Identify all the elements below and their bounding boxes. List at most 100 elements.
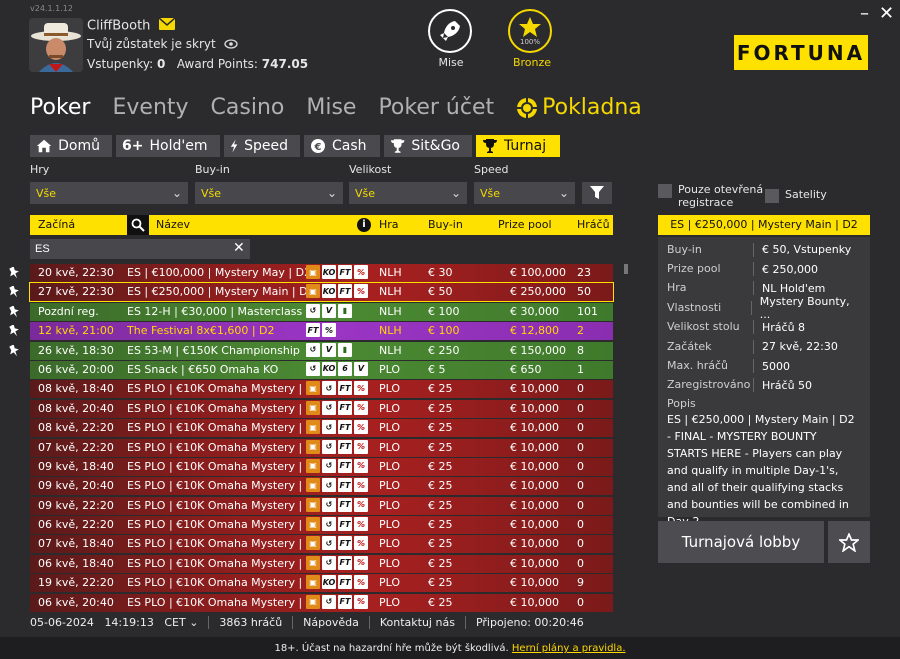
detail-row: Max. hráčů 5000	[667, 356, 861, 375]
tournament-lobby-button[interactable]: Turnajová lobby	[658, 521, 824, 563]
freezeout-icon: FT	[338, 458, 352, 473]
table-row[interactable]: 08 kvě, 20:40 ES PLO | €10K Omaha Mystery…	[30, 399, 613, 418]
tab-label: Domů	[58, 138, 100, 154]
favorite-button[interactable]	[828, 521, 870, 563]
table-row[interactable]: 09 kvě, 18:40 ES PLO | €10K Omaha Mystery…	[30, 457, 613, 476]
table-row[interactable]: 06 kvě, 18:40 ES PLO | €10K Omaha Mystery…	[30, 554, 613, 573]
row-name: ES PLO | €10K Omaha Mystery | D1	[127, 498, 307, 512]
detail-row: Zaregistrováno Hráčů 50	[667, 376, 861, 395]
table-row[interactable]: 20 kvě, 22:30 ES | €100,000 | Mystery May…	[30, 264, 613, 282]
row-name: ES PLO | €10K Omaha Mystery | D1	[127, 382, 307, 396]
tab-holdem[interactable]: 6+ Hold'em	[116, 135, 220, 157]
row-icons: ▣ ↺ FT%	[306, 555, 368, 570]
search-icon[interactable]	[127, 215, 149, 235]
minimize-button[interactable]: –	[860, 3, 869, 24]
table-row[interactable]: 07 kvě, 22:20 ES PLO | €10K Omaha Mystery…	[30, 438, 613, 457]
mission-badge[interactable]: Mise	[428, 9, 474, 69]
filter-speed-select[interactable]: Vše ⌄	[474, 182, 575, 204]
pin-icon[interactable]	[8, 266, 20, 286]
info-icon[interactable]: i	[357, 218, 371, 232]
table-row[interactable]: 09 kvě, 22:20 ES PLO | €10K Omaha Mystery…	[30, 496, 613, 515]
satellite-checkbox[interactable]: Satelity	[765, 188, 827, 203]
nav-poker-ucet[interactable]: Poker účet	[378, 95, 495, 120]
scrollbar[interactable]	[624, 264, 628, 274]
row-name: ES PLO | €10K Omaha Mystery | D1	[127, 459, 307, 473]
nav-pokladna[interactable]: Pokladna	[516, 95, 642, 120]
row-game: PLO	[379, 459, 401, 473]
table-row[interactable]: 06 kvě, 22:20 ES PLO | €10K Omaha Mystery…	[30, 516, 613, 535]
row-game: NLH	[379, 343, 402, 357]
mail-icon[interactable]	[158, 17, 176, 34]
row-icons: ▣ ↺ FT%	[306, 439, 368, 454]
tab-cash[interactable]: € Cash	[304, 135, 380, 157]
row-icons: ↺ KO 6 V	[306, 361, 368, 376]
row-start: 09 kvě, 18:40	[38, 459, 114, 473]
checkbox-box	[658, 184, 672, 198]
col-prize[interactable]: Prize pool	[498, 218, 552, 231]
tab-speed[interactable]: Speed	[224, 135, 300, 157]
pin-icon[interactable]	[8, 343, 20, 364]
footer: 18+. Účast na hazardní hře může být škod…	[0, 637, 900, 659]
row-start: 06 kvě, 18:40	[38, 556, 114, 570]
tab-label: Sit&Go	[411, 138, 460, 154]
filter-button[interactable]	[582, 182, 612, 204]
table-row[interactable]: 19 kvě, 22:20 ES PLO | €10K Omaha Mystery…	[30, 574, 613, 593]
row-icons: ▣ ↺ FT%	[306, 420, 368, 435]
table-row[interactable]: 09 kvě, 20:40 ES PLO | €10K Omaha Mystery…	[30, 477, 613, 496]
row-players: 8	[577, 343, 584, 357]
eye-icon[interactable]	[223, 38, 238, 52]
table-row[interactable]: 12 kvě, 21:00 The Festival 8x€1,600 | D2 F…	[30, 322, 613, 341]
tab-sitgo[interactable]: Sit&Go	[384, 135, 472, 157]
tab-turnaj[interactable]: Turnaj	[476, 135, 560, 157]
tab-domu[interactable]: Domů	[30, 135, 112, 157]
row-game: PLO	[379, 537, 401, 551]
filter-games-select[interactable]: Vše ⌄	[30, 182, 188, 204]
nav-poker[interactable]: Poker	[30, 95, 91, 120]
chevron-down-icon[interactable]: ⌄	[189, 616, 199, 629]
status-timezone[interactable]: CET	[164, 616, 186, 629]
avatar[interactable]	[29, 18, 83, 72]
row-players: 2	[577, 324, 584, 338]
nav-casino[interactable]: Casino	[210, 95, 285, 120]
help-link[interactable]: Nápověda	[292, 616, 369, 629]
filter-size-select[interactable]: Vše ⌄	[349, 182, 467, 204]
table-row[interactable]: 27 kvě, 22:30 ES | €250,000 | Mystery Mai…	[29, 282, 614, 303]
row-game: PLO	[379, 498, 401, 512]
col-buyin[interactable]: Buy-in	[428, 218, 463, 231]
col-name[interactable]: Název	[156, 218, 191, 231]
pin-icon[interactable]	[8, 285, 20, 305]
rebuy-icon: ↺	[322, 536, 336, 551]
table-row[interactable]: 07 kvě, 18:40 ES PLO | €10K Omaha Mystery…	[30, 535, 613, 554]
rules-link[interactable]: Herní plány a pravidla.	[511, 643, 626, 654]
table-row[interactable]: 08 kvě, 18:40 ES PLO | €10K Omaha Mystery…	[30, 380, 613, 399]
close-button[interactable]: ✕	[879, 3, 895, 24]
row-game: NLH	[379, 266, 402, 279]
row-players: 50	[577, 285, 591, 299]
bronze-badge[interactable]: 100% Bronze	[508, 9, 556, 69]
table-row[interactable]: 06 kvě, 20:00 ES Snack | €650 Omaha KO ↺ KO…	[30, 360, 613, 379]
table-row[interactable]: 26 kvě, 18:30 ES 53-M | €150K Championshi…	[30, 341, 613, 360]
filter-buyin-select[interactable]: Vše ⌄	[195, 182, 343, 204]
chevron-down-icon: ⌄	[450, 186, 461, 200]
detail-row: Vlastnosti Mystery Bounty, ...	[667, 295, 861, 321]
pin-icon[interactable]	[8, 305, 20, 325]
detail-key: Hra	[667, 281, 754, 296]
nav-mise[interactable]: Mise	[306, 95, 357, 120]
table-row[interactable]: Pozdní reg. ES 12-H | €30,000 | Mastercla…	[30, 302, 613, 321]
close-icon[interactable]: ✕	[233, 240, 245, 256]
contact-link[interactable]: Kontaktuj nás	[368, 616, 465, 629]
open-registration-checkbox[interactable]: Pouze otevřená registrace	[658, 183, 768, 209]
col-start[interactable]: Začíná	[38, 218, 76, 231]
table-row[interactable]: 08 kvě, 22:20 ES PLO | €10K Omaha Mystery…	[30, 419, 613, 438]
select-value: Vše	[355, 186, 376, 200]
nav-eventy[interactable]: Eventy	[112, 95, 189, 120]
balance-text: Tvůj zůstatek je skryt	[87, 37, 216, 51]
search-input[interactable]	[30, 239, 250, 259]
row-buyin: € 25	[428, 595, 453, 609]
row-icons: ▣ ↺ FT%	[306, 594, 368, 609]
pin-icon[interactable]	[8, 324, 20, 344]
table-row[interactable]: 06 kvě, 20:40 ES PLO | €10K Omaha Mystery…	[30, 593, 613, 612]
col-players[interactable]: Hráčů	[577, 218, 610, 231]
chevron-down-icon: ⌄	[171, 186, 182, 200]
col-game[interactable]: Hra	[379, 218, 399, 231]
